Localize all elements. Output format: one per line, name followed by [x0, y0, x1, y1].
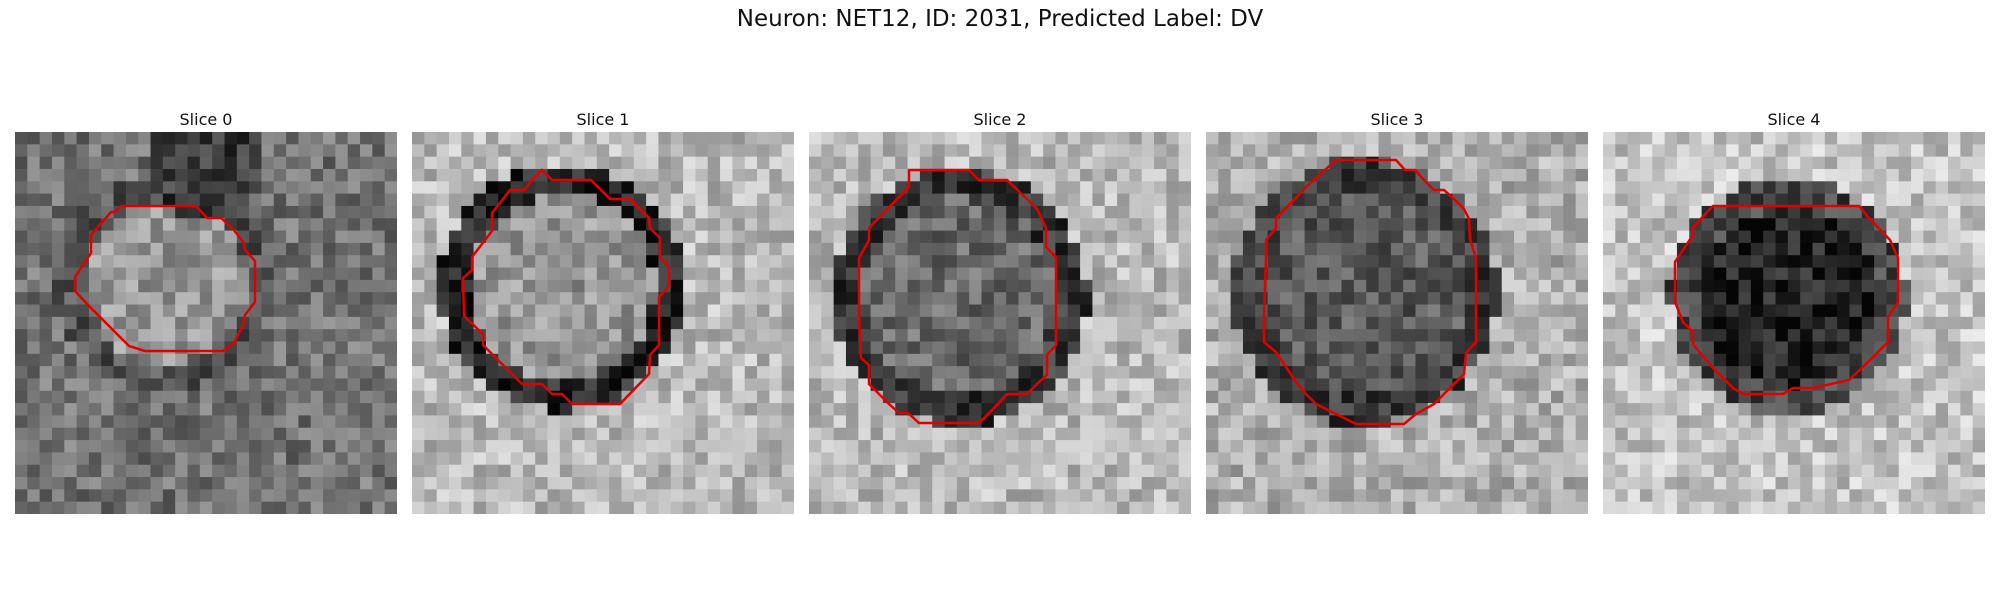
slice-title: Slice 4 — [1767, 110, 1821, 129]
slice-panel-1: Slice 1 — [412, 108, 794, 514]
slice-image-0 — [15, 132, 397, 514]
grayscale-pixels — [412, 132, 794, 514]
roi-contour — [73, 204, 257, 353]
grayscale-pixels — [809, 132, 1191, 514]
figure-title: Neuron: NET12, ID: 2031, Predicted Label… — [736, 6, 1264, 32]
slice-image-4 — [1603, 132, 1985, 514]
slice-image-1 — [412, 132, 794, 514]
roi-contour — [1673, 204, 1900, 396]
grayscale-pixels — [15, 132, 397, 514]
slice-panel-0: Slice 0 — [15, 108, 397, 514]
slice-title: Slice 2 — [973, 110, 1027, 129]
roi-contour — [857, 168, 1058, 425]
slice-image-2 — [809, 132, 1191, 514]
slice-title: Slice 1 — [576, 110, 630, 129]
slice-title: Slice 3 — [1370, 110, 1424, 129]
slice-panel-3: Slice 3 — [1206, 108, 1588, 514]
slice-panel-4: Slice 4 — [1603, 108, 1985, 514]
slice-panel-2: Slice 2 — [809, 108, 1191, 514]
grayscale-pixels — [1603, 132, 1985, 514]
slice-title: Slice 0 — [179, 110, 233, 129]
roi-contour — [461, 168, 671, 406]
slice-image-3 — [1206, 132, 1588, 514]
roi-contour — [1262, 158, 1478, 426]
